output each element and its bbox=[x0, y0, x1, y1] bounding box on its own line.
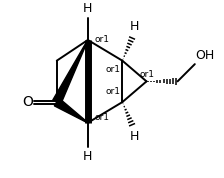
Text: H: H bbox=[83, 2, 93, 15]
Text: or1: or1 bbox=[95, 35, 110, 44]
Text: or1: or1 bbox=[105, 87, 120, 96]
Text: or1: or1 bbox=[105, 65, 120, 74]
Text: OH: OH bbox=[196, 49, 215, 62]
Text: H: H bbox=[83, 150, 93, 163]
Polygon shape bbox=[54, 98, 88, 123]
Text: or1: or1 bbox=[140, 70, 155, 79]
Polygon shape bbox=[53, 40, 88, 104]
Text: or1: or1 bbox=[95, 113, 110, 122]
Text: H: H bbox=[130, 130, 139, 143]
Text: H: H bbox=[130, 20, 139, 33]
Text: O: O bbox=[22, 95, 33, 109]
